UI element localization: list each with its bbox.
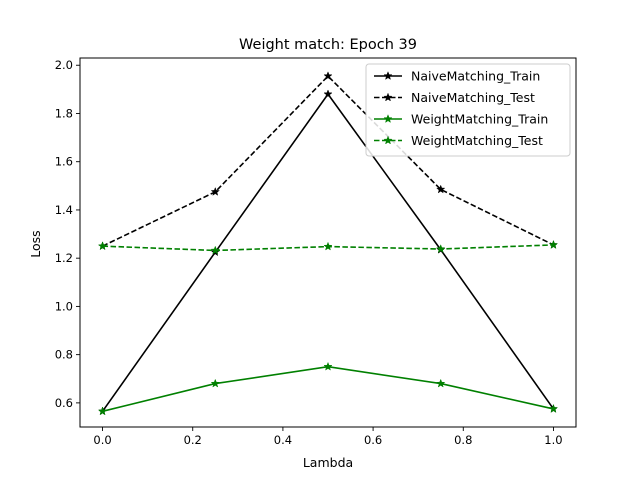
legend-label-naivematching-train: NaiveMatching_Train — [411, 69, 540, 84]
data-point-naivematching-train — [323, 89, 333, 99]
data-point-naivematching-test — [323, 71, 333, 81]
data-point-weightmatching-train — [97, 406, 108, 416]
data-point-weightmatching-train — [323, 361, 333, 371]
x-tick-label: 0.4 — [274, 433, 292, 447]
y-tick-label: 1.0 — [55, 299, 73, 313]
legend-marker-weightmatching-train — [383, 114, 393, 123]
y-tick-label: 1.4 — [55, 203, 73, 217]
x-axis-label: Lambda — [303, 455, 353, 470]
chart-title: Weight match: Epoch 39 — [239, 37, 417, 53]
legend-marker-naivematching-train — [383, 71, 393, 80]
y-tick-label: 0.8 — [55, 348, 73, 362]
y-axis-label: Loss — [28, 230, 43, 257]
x-tick-label: 0.6 — [364, 433, 382, 447]
y-tick-label: 2.0 — [55, 58, 73, 72]
legend: NaiveMatching_Train NaiveMatching_Test Wei… — [365, 63, 571, 157]
data-point-weightmatching-test — [548, 239, 559, 249]
data-point-weightmatching-test — [97, 241, 108, 251]
x-tick-label: 1.0 — [544, 433, 562, 447]
y-tick-label: 1.2 — [55, 251, 73, 265]
x-tick-label: 0.8 — [454, 433, 472, 447]
y-tick-label: 1.8 — [55, 106, 73, 120]
data-point-weightmatching-test — [436, 244, 446, 253]
x-tick-label: 0.2 — [184, 433, 202, 447]
data-point-weightmatching-test — [210, 245, 220, 255]
legend-marker-weightmatching-test — [383, 135, 393, 145]
data-point-naivematching-test — [436, 184, 446, 194]
data-point-naivematching-test — [210, 186, 220, 196]
legend-label-weightmatching-test: WeightMatching_Test — [411, 133, 543, 148]
legend-label-weightmatching-train: WeightMatching_Train — [411, 112, 548, 127]
x-tick-label: 0.0 — [93, 433, 111, 447]
y-tick-label: 0.6 — [55, 396, 73, 410]
data-point-weightmatching-test — [323, 241, 333, 251]
legend-label-naivematching-test: NaiveMatching_Test — [411, 90, 535, 105]
data-point-weightmatching-train — [548, 403, 559, 413]
data-point-weightmatching-train — [210, 378, 220, 388]
data-point-weightmatching-train — [436, 378, 446, 388]
legend-marker-naivematching-test — [383, 92, 393, 102]
series-line-naivematching-test — [102, 74, 554, 247]
y-tick-label: 1.6 — [55, 155, 73, 169]
plot-frame — [79, 57, 577, 428]
legend-box — [365, 63, 571, 157]
